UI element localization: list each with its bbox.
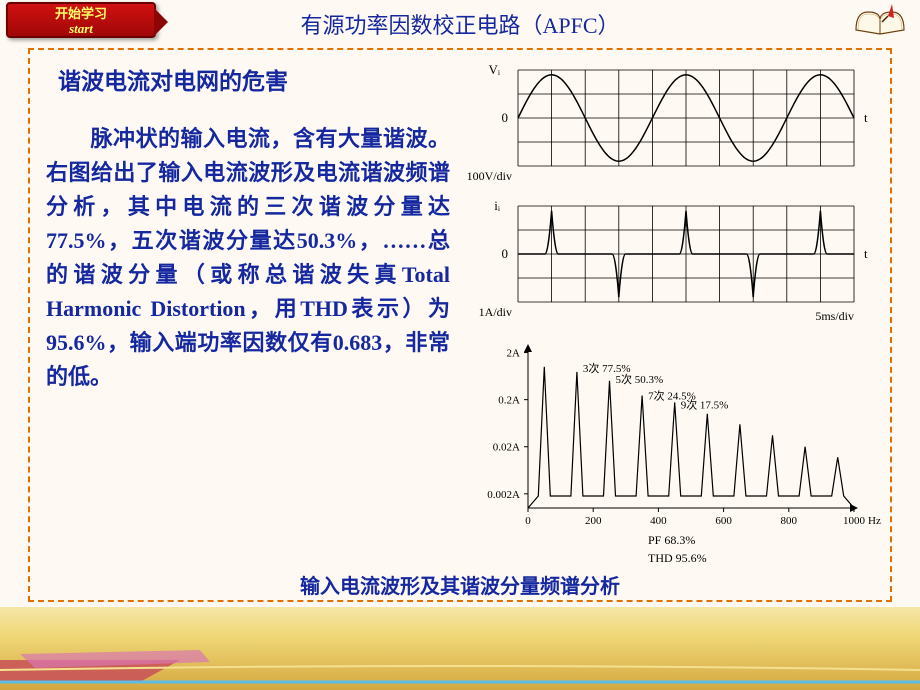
svg-text:iᵢ: iᵢ: [494, 198, 501, 213]
svg-text:200: 200: [585, 515, 602, 527]
bottom-decoration: [0, 620, 920, 690]
svg-text:Hz: Hz: [868, 515, 881, 527]
svg-text:0.2A: 0.2A: [498, 395, 520, 407]
figure-caption: 输入电流波形及其谐波分量频谱分析: [0, 570, 920, 599]
book-icon: [852, 0, 908, 40]
svg-text:0: 0: [525, 515, 531, 527]
svg-text:9次 17.5%: 9次 17.5%: [681, 397, 729, 411]
svg-text:0: 0: [502, 246, 509, 261]
svg-text:t: t: [864, 246, 868, 261]
svg-text:0.002A: 0.002A: [487, 489, 520, 501]
charts-svg: Vᵢ 0 100V/div t iᵢ 0 1A/div t 5ms/div 2A 0.2A 0.02A…: [462, 56, 906, 566]
body-text: 脉冲状的输入电流，含有大量谐波。右图给出了输入电流波形及电流谐波频谱分析，其中电…: [46, 122, 450, 394]
svg-text:t: t: [864, 110, 868, 125]
svg-text:0: 0: [502, 110, 509, 125]
svg-text:2A: 2A: [507, 348, 521, 360]
svg-text:Vᵢ: Vᵢ: [488, 62, 500, 77]
svg-text:600: 600: [715, 515, 732, 527]
page-title: 有源功率因数校正电路（APFC）: [0, 8, 920, 40]
svg-text:5次 50.3%: 5次 50.3%: [616, 372, 664, 386]
svg-text:THD 95.6%: THD 95.6%: [648, 551, 707, 565]
body-text-content: 脉冲状的输入电流，含有大量谐波。右图给出了输入电流波形及电流谐波频谱分析，其中电…: [46, 126, 450, 389]
svg-text:1A/div: 1A/div: [479, 305, 512, 319]
svg-text:0.02A: 0.02A: [493, 442, 520, 454]
section-title: 谐波电流对电网的危害: [58, 62, 288, 96]
svg-text:400: 400: [650, 515, 667, 527]
svg-text:PF 68.3%: PF 68.3%: [648, 533, 695, 547]
svg-text:800: 800: [781, 515, 798, 527]
charts-panel: Vᵢ 0 100V/div t iᵢ 0 1A/div t 5ms/div 2A 0.2A 0.02A…: [462, 56, 906, 571]
svg-text:1000: 1000: [843, 515, 866, 527]
svg-text:100V/div: 100V/div: [467, 169, 512, 183]
svg-text:5ms/div: 5ms/div: [815, 309, 854, 323]
